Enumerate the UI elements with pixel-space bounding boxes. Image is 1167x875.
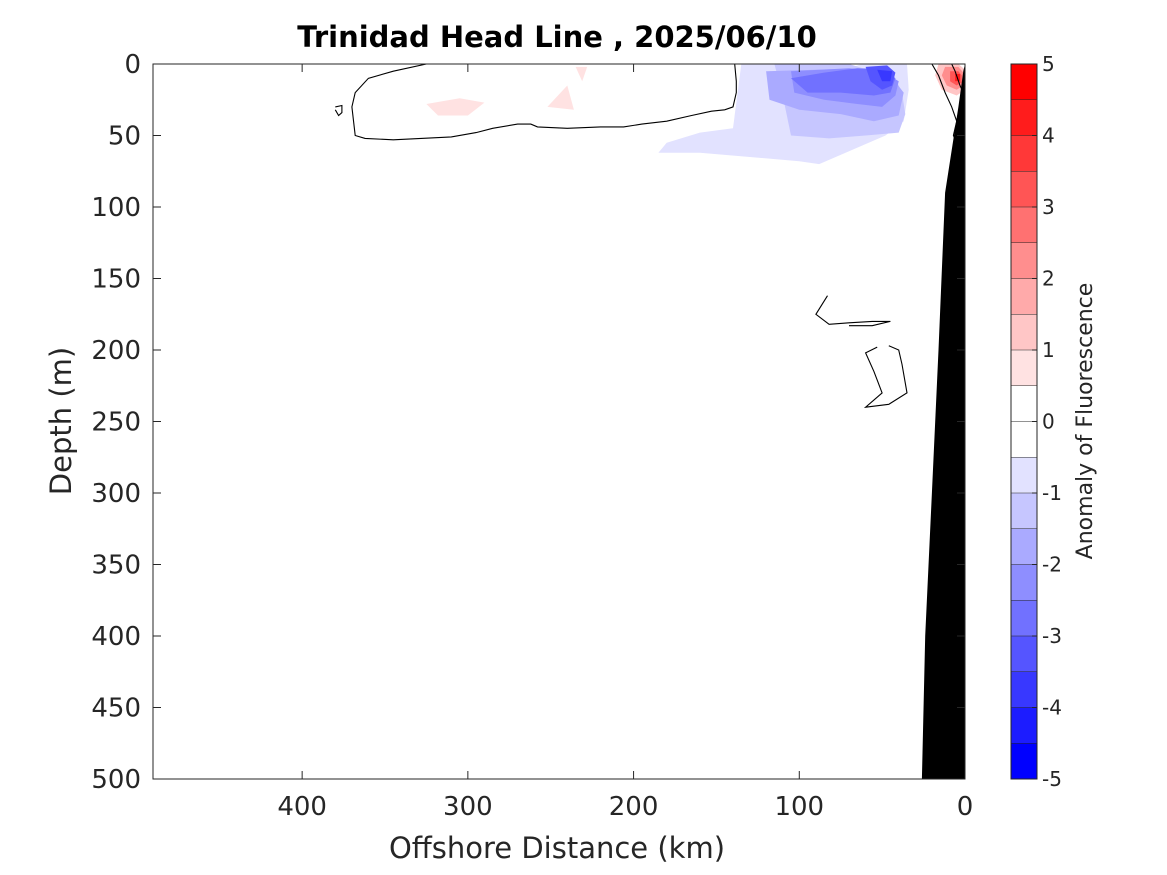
colorbar-segment: [1011, 600, 1037, 637]
x-tick-label: 100: [774, 792, 824, 822]
y-tick-label: 500: [91, 765, 141, 795]
colorbar-segment: [1011, 135, 1037, 172]
colorbar-segment: [1011, 421, 1037, 458]
contour-mid-depth-2: [863, 345, 908, 408]
x-axis-tick-labels: 400 300 200 100 0: [277, 792, 973, 822]
colorbar-segment: [1011, 64, 1037, 101]
contour-mid-depth-1: [815, 295, 891, 327]
y-tick-label: 100: [91, 193, 141, 223]
colorbar-segment: [1011, 99, 1037, 136]
x-axis-title: Offshore Distance (km): [389, 831, 725, 865]
colorbar-tick-label: 0: [1042, 410, 1055, 434]
y-tick-label: 200: [91, 336, 141, 366]
colorbar: 5 4 3 2 1 0 -1 -2 -3 -4 -5 Anomaly of Fluorescence: [1010, 52, 1098, 791]
colorbar-segment: [1011, 171, 1037, 208]
y-axis-tick-labels: 0 50 100 150 200 250 300 350 400 450 500: [91, 50, 141, 795]
colorbar-tick-label: 1: [1042, 338, 1055, 362]
zero-contour-lines: [334, 64, 964, 408]
contour-offshore-main: [351, 64, 737, 141]
colorbar-segment: [1011, 707, 1037, 744]
colorbar-tick-label: 4: [1042, 124, 1055, 148]
y-axis-title: Depth (m): [44, 347, 78, 495]
plot-area: [152, 63, 966, 780]
colorbar-ticks: [1032, 63, 1037, 780]
colorbar-segment: [1011, 350, 1037, 387]
colorbar-segment: [1011, 528, 1037, 565]
colorbar-segment: [1011, 278, 1037, 315]
colorbar-tick-label: 2: [1042, 267, 1055, 291]
colorbar-tick-label: 3: [1042, 195, 1055, 219]
colorbar-title: Anomaly of Fluorescence: [1073, 283, 1098, 560]
y-tick-label: 250: [91, 408, 141, 438]
colorbar-tick-label: -4: [1042, 696, 1062, 720]
y-tick-label: 50: [108, 122, 141, 152]
x-tick-label: 300: [443, 792, 493, 822]
anomaly-region-positive-anomaly-offshore-1: [426, 98, 485, 116]
x-tick-label: 0: [957, 792, 974, 822]
colorbar-tick-label: -5: [1042, 767, 1062, 791]
axis-ticks: [153, 63, 966, 780]
colorbar-segment: [1011, 564, 1037, 601]
colorbar-segment: [1011, 242, 1037, 279]
y-tick-label: 0: [124, 50, 141, 80]
seafloor-bathymetry: [921, 64, 965, 779]
colorbar-segments: [1011, 64, 1037, 780]
colorbar-tick-label: -1: [1042, 481, 1062, 505]
colorbar-segment: [1011, 385, 1037, 422]
y-tick-label: 350: [91, 551, 141, 581]
colorbar-tick-labels: 5 4 3 2 1 0 -1 -2 -3 -4 -5: [1042, 52, 1062, 791]
x-tick-label: 400: [277, 792, 327, 822]
y-tick-label: 150: [91, 265, 141, 295]
chart-title: Trinidad Head Line , 2025/06/10: [297, 20, 817, 54]
contour-small-ring: [334, 104, 343, 117]
colorbar-tick-label: -2: [1042, 553, 1062, 577]
colorbar-segment: [1011, 314, 1037, 351]
y-tick-label: 450: [91, 694, 141, 724]
colorbar-tick-label: -3: [1042, 624, 1062, 648]
x-tick-label: 200: [609, 792, 659, 822]
colorbar-segment: [1011, 493, 1037, 530]
colorbar-segment: [1011, 743, 1037, 780]
plot-background: [153, 64, 965, 779]
y-tick-label: 400: [91, 622, 141, 652]
anomaly-region-positive-anomaly-offshore-3: [547, 85, 574, 110]
anomaly-region-positive-anomaly-offshore-2: [575, 66, 588, 82]
anomaly-region-negative-anomaly-7: [877, 69, 893, 82]
bathymetry-layer: [921, 64, 965, 779]
colorbar-segment: [1011, 457, 1037, 494]
y-tick-label: 300: [91, 479, 141, 509]
colorbar-segment: [1011, 636, 1037, 673]
colorbar-segment: [1011, 671, 1037, 708]
colorbar-segment: [1011, 207, 1037, 244]
colorbar-tick-label: 5: [1042, 52, 1055, 76]
